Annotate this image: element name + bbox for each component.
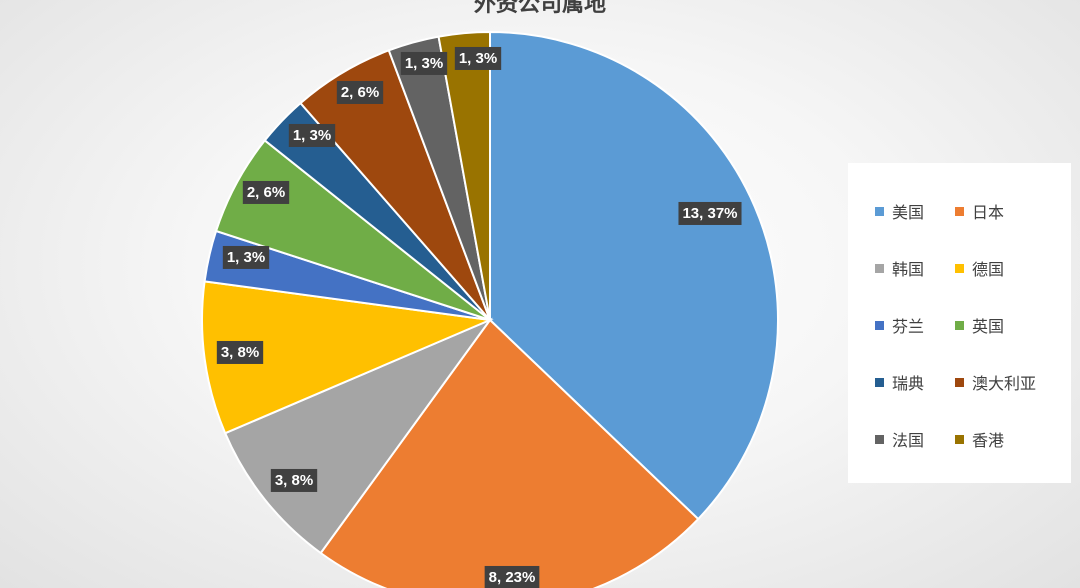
legend-label: 法国 bbox=[892, 431, 925, 450]
legend-label: 英国 bbox=[972, 317, 1005, 336]
legend-swatch bbox=[955, 434, 964, 444]
data-label-5: 1, 3% bbox=[222, 245, 270, 269]
legend-label: 韩国 bbox=[892, 260, 925, 279]
data-label-6: 2, 6% bbox=[242, 180, 290, 204]
data-label-text: 3, 8% bbox=[275, 472, 313, 489]
legend-swatch bbox=[875, 263, 884, 273]
data-label-1: 13, 37% bbox=[678, 201, 742, 225]
data-label-box bbox=[270, 468, 318, 492]
legend-label: 美国 bbox=[892, 203, 925, 222]
legend-item: 英国 bbox=[955, 313, 1004, 337]
chart-title: 外资公司属地 bbox=[473, 0, 606, 17]
data-label-7: 1, 3% bbox=[288, 123, 336, 147]
data-label-8: 2, 6% bbox=[336, 80, 384, 104]
data-label-text: 2, 6% bbox=[341, 84, 379, 101]
legend-label: 德国 bbox=[972, 260, 1005, 279]
legend-swatch bbox=[875, 434, 884, 444]
legend-swatch bbox=[875, 377, 884, 387]
legend-swatch bbox=[955, 320, 964, 330]
legend-swatch bbox=[955, 377, 964, 387]
data-label-box bbox=[288, 123, 336, 147]
data-label-box bbox=[222, 245, 270, 269]
data-label-box bbox=[454, 46, 502, 70]
pie-slice-1 bbox=[489, 30, 779, 521]
legend-swatch bbox=[955, 263, 964, 273]
data-label-2: 8, 23% bbox=[484, 565, 540, 588]
pie-slice-3 bbox=[223, 317, 493, 555]
legend-swatch bbox=[875, 206, 884, 216]
data-label-text: 1, 3% bbox=[227, 249, 265, 266]
pie-slices bbox=[201, 30, 779, 588]
legend-item: 韩国 bbox=[875, 256, 924, 280]
pie-slice-10 bbox=[437, 30, 491, 321]
legend-label: 澳大利亚 bbox=[972, 374, 1037, 393]
chart-legend: 美国 日本韩国 德国芬兰 英国瑞典 澳大利亚法国 香港 bbox=[848, 163, 1071, 483]
pie-slice-2 bbox=[319, 318, 700, 588]
data-label-text: 3, 8% bbox=[221, 344, 259, 361]
pie-slice-4 bbox=[201, 280, 494, 435]
data-label-box bbox=[216, 340, 264, 364]
legend-item: 德国 bbox=[955, 256, 1004, 280]
data-label-box bbox=[336, 80, 384, 104]
data-label-text: 1, 3% bbox=[459, 50, 497, 67]
legend-item: 法国 bbox=[875, 427, 924, 451]
legend-item: 瑞典 bbox=[875, 370, 924, 394]
data-label-3: 3, 8% bbox=[270, 468, 318, 492]
legend-item: 美国 bbox=[875, 199, 924, 223]
legend-item: 日本 bbox=[955, 199, 1004, 223]
data-label-text: 8, 23% bbox=[489, 569, 536, 586]
legend-item: 香港 bbox=[955, 427, 1004, 451]
pie-data-labels: 13, 37% 8, 23% 3, 8% 3, 8% 1, 3% 2, 6% 1, 3% 2,… bbox=[216, 46, 742, 588]
legend-item: 澳大利亚 bbox=[955, 370, 1036, 394]
data-label-text: 1, 3% bbox=[293, 127, 331, 144]
data-label-text: 1, 3% bbox=[405, 55, 443, 72]
data-label-box bbox=[400, 51, 448, 75]
data-label-box bbox=[242, 180, 290, 204]
data-label-10: 1, 3% bbox=[454, 46, 502, 70]
data-label-4: 3, 8% bbox=[216, 340, 264, 364]
legend-label: 香港 bbox=[972, 431, 1005, 450]
data-label-box bbox=[678, 201, 742, 225]
legend-item: 芬兰 bbox=[875, 313, 924, 337]
legend-label: 芬兰 bbox=[892, 317, 925, 336]
legend-swatch bbox=[955, 206, 964, 216]
legend-label: 日本 bbox=[972, 203, 1005, 222]
data-label-text: 2, 6% bbox=[247, 184, 285, 201]
data-label-9: 1, 3% bbox=[400, 51, 448, 75]
data-label-box bbox=[484, 565, 540, 588]
legend-label: 瑞典 bbox=[892, 374, 925, 393]
data-label-text: 13, 37% bbox=[682, 205, 737, 222]
legend-swatch bbox=[875, 320, 884, 330]
